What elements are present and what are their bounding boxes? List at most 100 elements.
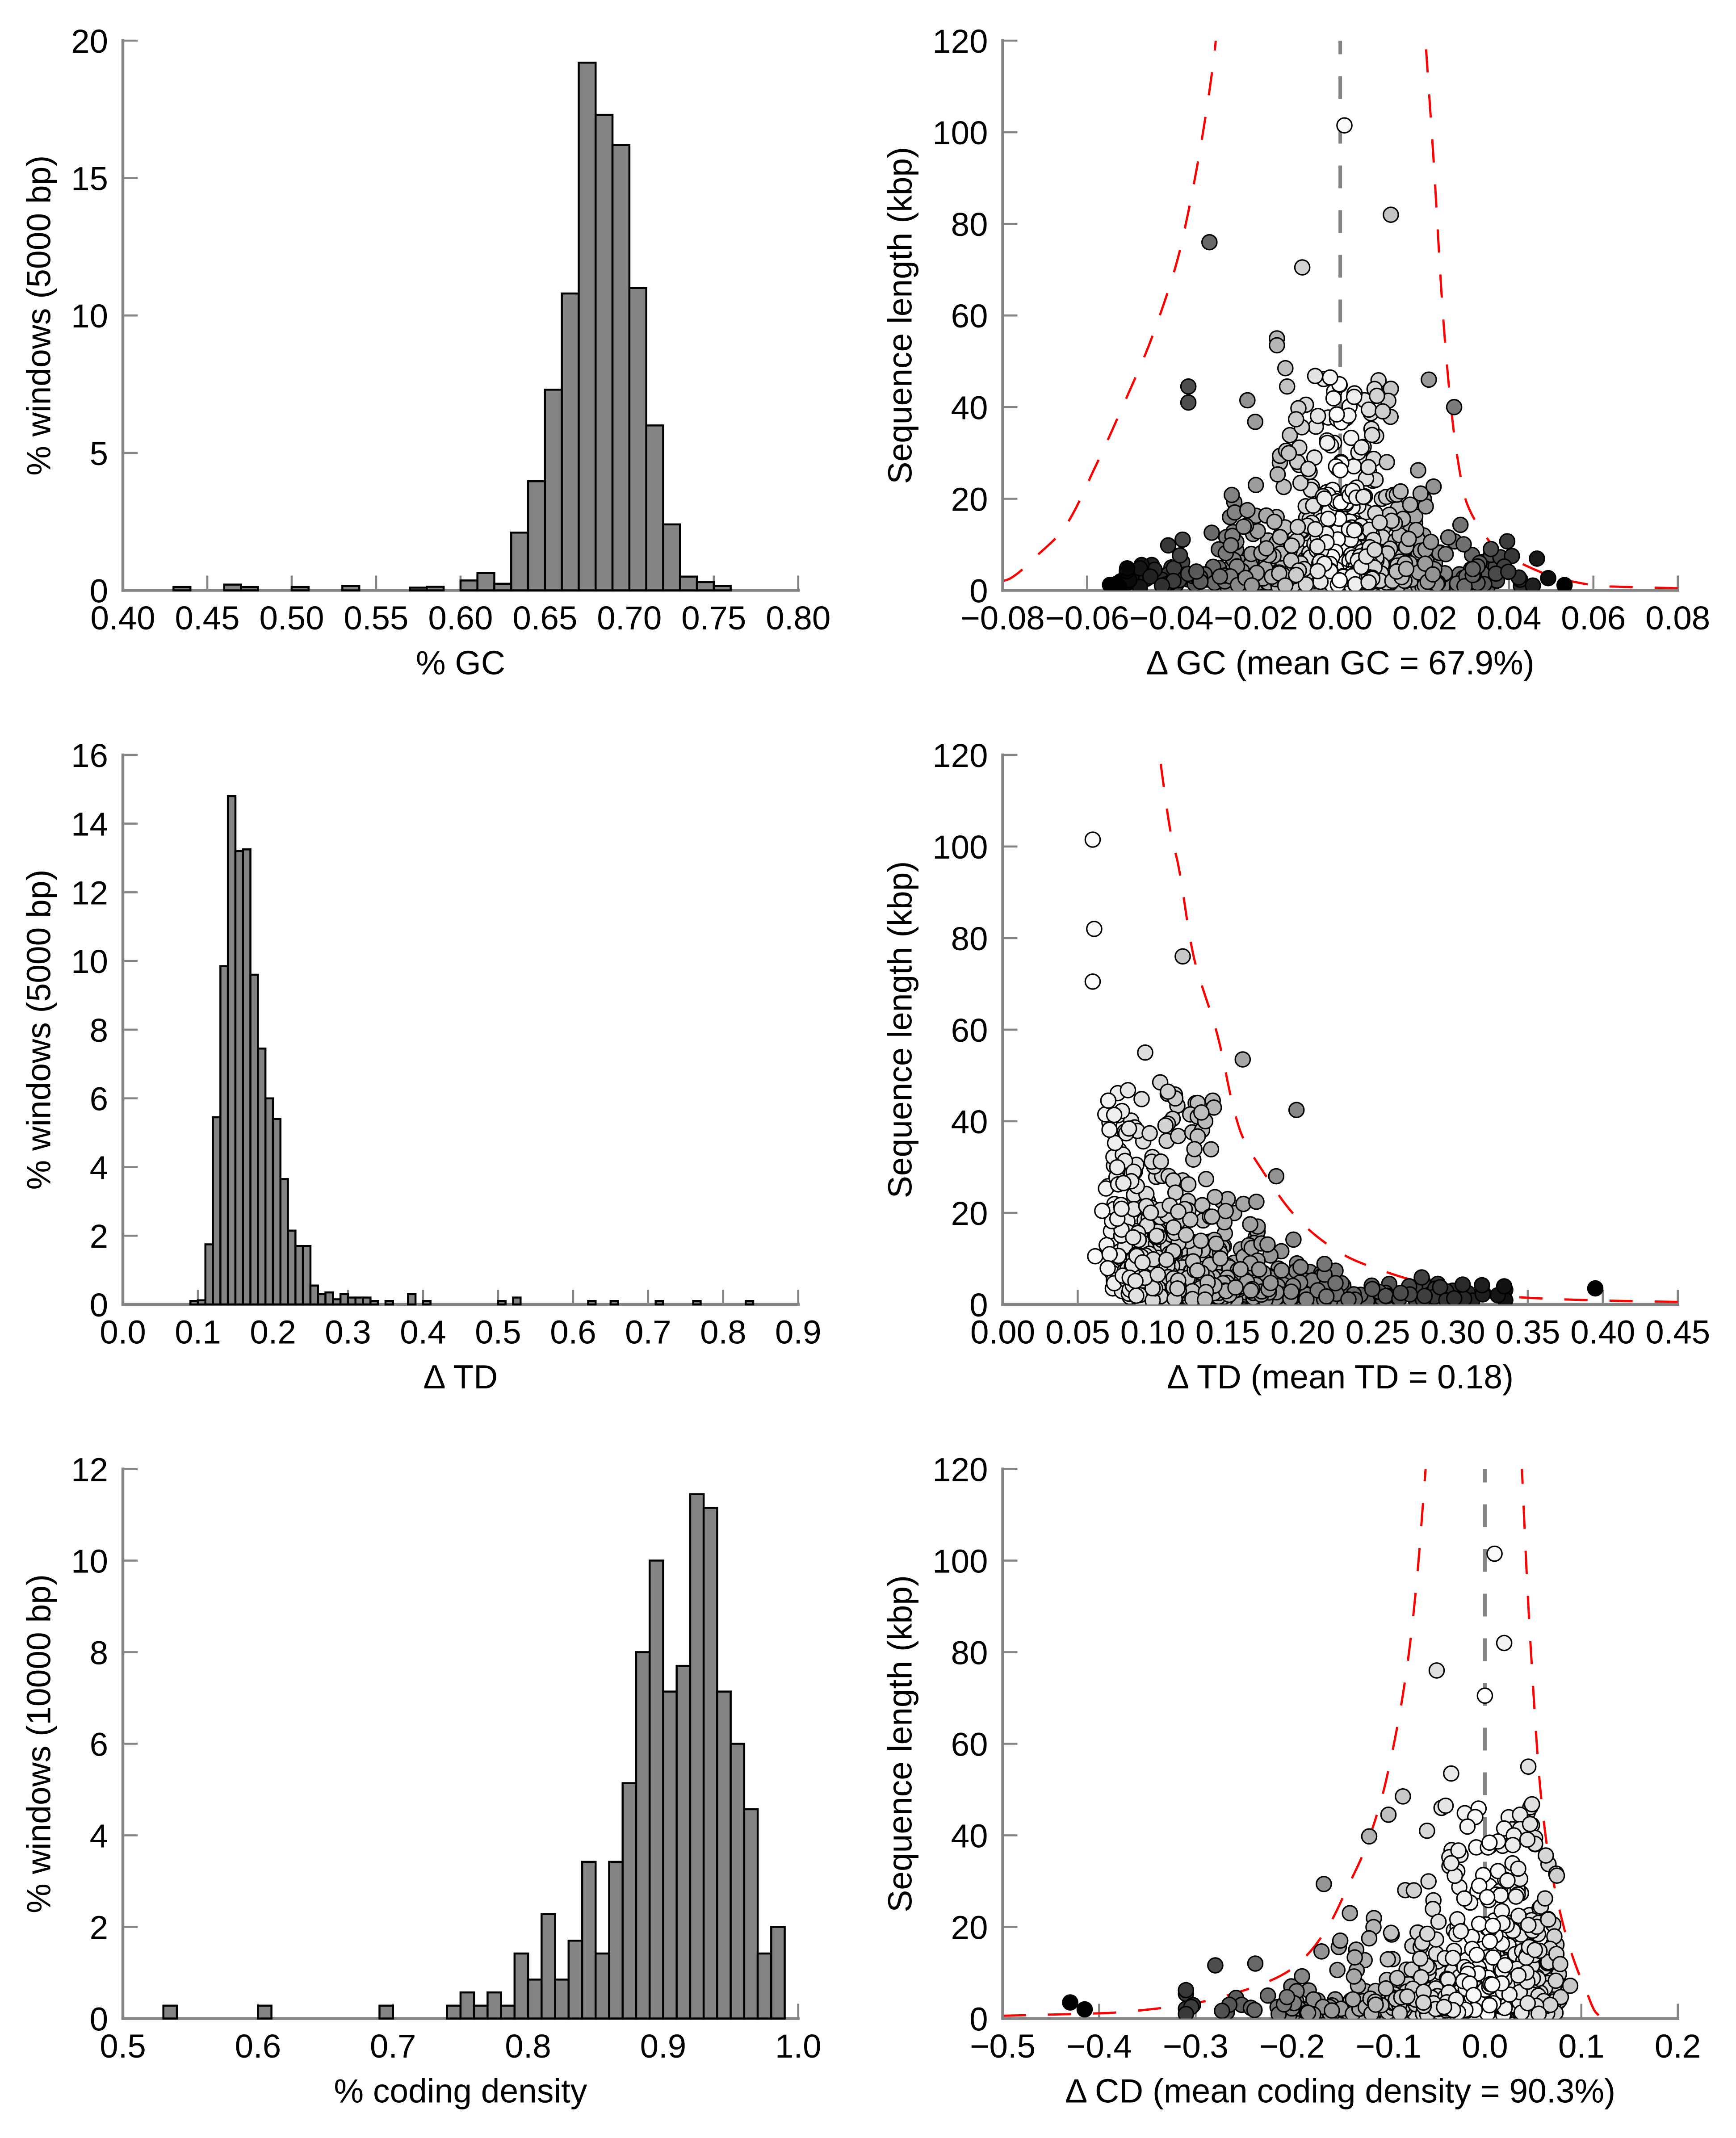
svg-text:40: 40 bbox=[951, 1818, 988, 1855]
svg-text:80: 80 bbox=[951, 920, 988, 957]
svg-text:8: 8 bbox=[90, 1012, 108, 1049]
svg-text:0: 0 bbox=[969, 2001, 988, 2038]
svg-text:0.5: 0.5 bbox=[475, 1314, 521, 1351]
svg-text:0.70: 0.70 bbox=[597, 599, 662, 637]
svg-text:0.60: 0.60 bbox=[428, 599, 493, 637]
svg-text:0.25: 0.25 bbox=[1346, 1314, 1410, 1351]
svg-text:Δ TD (mean TD = 0.18): Δ TD (mean TD = 0.18) bbox=[1167, 1358, 1514, 1396]
svg-text:0.40: 0.40 bbox=[91, 599, 155, 637]
svg-text:120: 120 bbox=[932, 23, 988, 60]
svg-text:0.2: 0.2 bbox=[1655, 2028, 1701, 2065]
svg-text:Δ CD (mean coding density = 90: Δ CD (mean coding density = 90.3%) bbox=[1065, 2072, 1615, 2109]
svg-text:0: 0 bbox=[90, 1287, 108, 1324]
svg-text:0.06: 0.06 bbox=[1561, 599, 1626, 637]
svg-text:16: 16 bbox=[71, 737, 108, 774]
svg-text:Sequence length (kbp): Sequence length (kbp) bbox=[881, 1575, 918, 1912]
svg-text:0.45: 0.45 bbox=[1645, 1314, 1710, 1351]
svg-text:4: 4 bbox=[90, 1818, 108, 1855]
svg-text:0.00: 0.00 bbox=[970, 1314, 1035, 1351]
svg-text:0.3: 0.3 bbox=[325, 1314, 371, 1351]
svg-text:% windows (10000 bp): % windows (10000 bp) bbox=[20, 1574, 57, 1913]
svg-text:0.08: 0.08 bbox=[1645, 599, 1710, 637]
svg-text:−0.02: −0.02 bbox=[1214, 599, 1298, 637]
svg-text:5: 5 bbox=[90, 435, 108, 472]
svg-text:−0.06: −0.06 bbox=[1045, 599, 1129, 637]
svg-text:0.80: 0.80 bbox=[766, 599, 830, 637]
svg-text:0.1: 0.1 bbox=[175, 1314, 221, 1351]
svg-text:0.7: 0.7 bbox=[625, 1314, 671, 1351]
svg-text:−0.5: −0.5 bbox=[970, 2028, 1036, 2065]
svg-text:12: 12 bbox=[71, 1451, 108, 1488]
svg-text:−0.08: −0.08 bbox=[960, 599, 1045, 637]
svg-text:0.4: 0.4 bbox=[400, 1314, 446, 1351]
svg-text:0.04: 0.04 bbox=[1476, 599, 1541, 637]
svg-text:12: 12 bbox=[71, 874, 108, 911]
svg-text:0.9: 0.9 bbox=[640, 2028, 687, 2065]
svg-text:0.02: 0.02 bbox=[1392, 599, 1457, 637]
svg-text:0: 0 bbox=[90, 2001, 108, 2038]
svg-text:20: 20 bbox=[951, 1195, 988, 1232]
svg-text:60: 60 bbox=[951, 298, 988, 335]
svg-text:100: 100 bbox=[932, 114, 988, 151]
svg-text:−0.1: −0.1 bbox=[1355, 2028, 1421, 2065]
svg-text:4: 4 bbox=[90, 1149, 108, 1186]
svg-text:20: 20 bbox=[71, 23, 108, 60]
svg-text:80: 80 bbox=[951, 206, 988, 243]
svg-text:% windows (5000 bp): % windows (5000 bp) bbox=[20, 155, 57, 476]
svg-text:0.6: 0.6 bbox=[235, 2028, 281, 2065]
svg-text:20: 20 bbox=[951, 1909, 988, 1946]
svg-text:2: 2 bbox=[90, 1218, 108, 1255]
svg-text:100: 100 bbox=[932, 1543, 988, 1580]
svg-text:0.1: 0.1 bbox=[1558, 2028, 1605, 2065]
svg-text:0.75: 0.75 bbox=[681, 599, 746, 637]
svg-text:Sequence length (kbp): Sequence length (kbp) bbox=[881, 861, 918, 1199]
svg-text:% windows (5000 bp): % windows (5000 bp) bbox=[20, 869, 57, 1190]
svg-text:0.10: 0.10 bbox=[1120, 1314, 1185, 1351]
svg-text:6: 6 bbox=[90, 1081, 108, 1118]
svg-text:10: 10 bbox=[71, 943, 108, 980]
svg-text:0.5: 0.5 bbox=[100, 2028, 146, 2065]
svg-text:15: 15 bbox=[71, 160, 108, 197]
svg-text:0.0: 0.0 bbox=[100, 1314, 146, 1351]
svg-text:6: 6 bbox=[90, 1726, 108, 1763]
svg-text:120: 120 bbox=[932, 1451, 988, 1488]
svg-text:10: 10 bbox=[71, 1543, 108, 1580]
svg-text:Sequence length (kbp): Sequence length (kbp) bbox=[881, 147, 918, 484]
svg-text:14: 14 bbox=[71, 806, 108, 843]
svg-text:0.50: 0.50 bbox=[260, 599, 324, 637]
svg-text:0.40: 0.40 bbox=[1570, 1314, 1635, 1351]
svg-text:40: 40 bbox=[951, 389, 988, 426]
svg-text:60: 60 bbox=[951, 1726, 988, 1763]
svg-text:0.35: 0.35 bbox=[1495, 1314, 1560, 1351]
svg-text:0.9: 0.9 bbox=[775, 1314, 822, 1351]
svg-text:20: 20 bbox=[951, 481, 988, 518]
svg-text:0.05: 0.05 bbox=[1045, 1314, 1110, 1351]
svg-text:60: 60 bbox=[951, 1012, 988, 1049]
svg-text:0.45: 0.45 bbox=[175, 599, 240, 637]
svg-text:−0.3: −0.3 bbox=[1163, 2028, 1229, 2065]
svg-text:0.15: 0.15 bbox=[1195, 1314, 1260, 1351]
svg-text:120: 120 bbox=[932, 737, 988, 774]
svg-text:0.65: 0.65 bbox=[512, 599, 577, 637]
svg-text:−0.4: −0.4 bbox=[1066, 2028, 1132, 2065]
svg-text:2: 2 bbox=[90, 1909, 108, 1946]
svg-text:80: 80 bbox=[951, 1634, 988, 1671]
svg-text:8: 8 bbox=[90, 1634, 108, 1671]
svg-text:% coding density: % coding density bbox=[334, 2072, 587, 2109]
svg-text:% GC: % GC bbox=[416, 644, 505, 681]
svg-text:0: 0 bbox=[90, 573, 108, 610]
svg-text:0.55: 0.55 bbox=[344, 599, 408, 637]
svg-text:100: 100 bbox=[932, 829, 988, 866]
svg-text:0.0: 0.0 bbox=[1462, 2028, 1508, 2065]
svg-text:−0.2: −0.2 bbox=[1259, 2028, 1325, 2065]
svg-text:0.20: 0.20 bbox=[1271, 1314, 1335, 1351]
svg-text:1.0: 1.0 bbox=[775, 2028, 822, 2065]
svg-text:0.6: 0.6 bbox=[550, 1314, 596, 1351]
svg-text:0.8: 0.8 bbox=[700, 1314, 746, 1351]
svg-text:0.8: 0.8 bbox=[505, 2028, 551, 2065]
svg-text:−0.04: −0.04 bbox=[1129, 599, 1214, 637]
svg-text:10: 10 bbox=[71, 298, 108, 335]
svg-text:Δ TD: Δ TD bbox=[424, 1358, 498, 1396]
svg-text:0: 0 bbox=[969, 1287, 988, 1324]
svg-text:0: 0 bbox=[969, 573, 988, 610]
